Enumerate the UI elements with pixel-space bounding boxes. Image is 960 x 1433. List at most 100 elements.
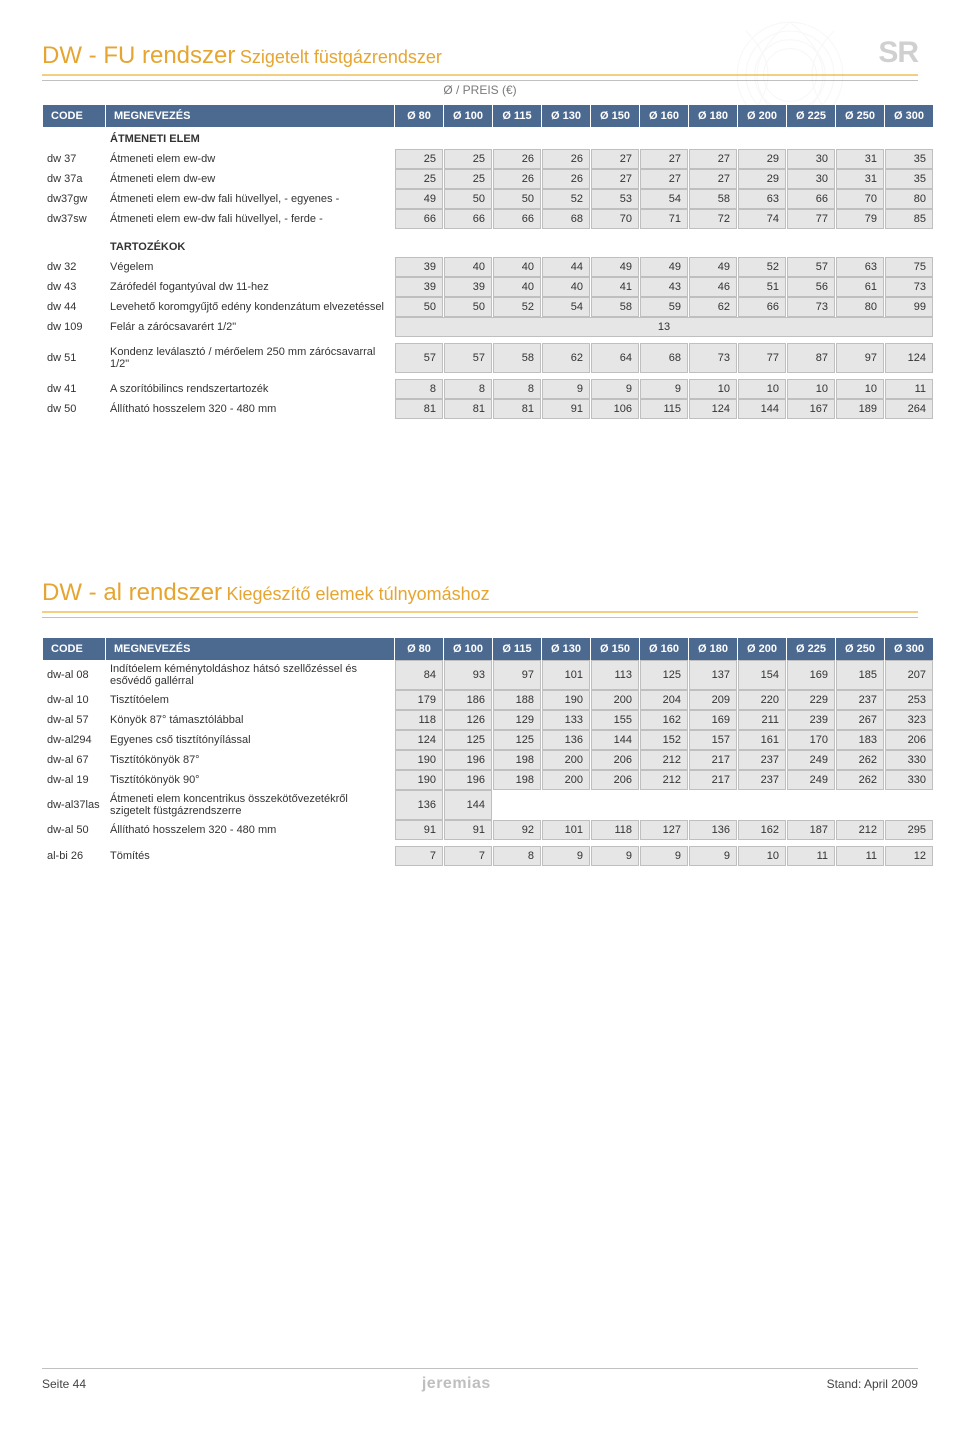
cell-name: Zárófedél fogantyúval dw 11-hez [106,277,394,297]
cell-value: 217 [689,770,737,790]
cell-value: 106 [591,399,639,419]
cell-value: 70 [591,209,639,229]
cell-value: 29 [738,149,786,169]
col-header-diameter: Ø 130 [542,638,590,660]
cell-empty [885,790,933,820]
cell-value: 8 [444,379,492,399]
cell-value: 10 [738,379,786,399]
col-header-diameter: Ø 150 [591,638,639,660]
cell-value: 97 [493,660,541,690]
cell-value: 185 [836,660,884,690]
cell-value: 31 [836,149,884,169]
col-header-diameter: Ø 250 [836,638,884,660]
cell-value: 253 [885,690,933,710]
cell-value: 27 [689,169,737,189]
cell-value: 27 [640,149,688,169]
section2-title-block: DW - al rendszer Kiegészítő elemek túlny… [42,579,918,607]
cell-value: 237 [738,770,786,790]
table-row: dw-al 19Tisztítókönyök 90°19019619820020… [43,770,933,790]
cell-value: 87 [787,343,835,373]
cell-value: 25 [395,169,443,189]
cell-value: 267 [836,710,884,730]
group-heading: TARTOZÉKOK [106,235,933,257]
cell-value: 162 [640,710,688,730]
cell-value: 101 [542,660,590,690]
cell-value: 12 [885,846,933,866]
cell-value: 30 [787,169,835,189]
cell-value: 27 [689,149,737,169]
cell-value: 68 [640,343,688,373]
cell-value: 186 [444,690,492,710]
table-row: dw-al 10Tisztítóelem17918618819020020420… [43,690,933,710]
table-row: dw-al 67Tisztítókönyök 87°19019619820020… [43,750,933,770]
cell-value: 30 [787,149,835,169]
cell-value: 39 [444,277,492,297]
cell-code: dw 37 [43,149,105,169]
cell-value: 91 [444,820,492,840]
cell-value: 41 [591,277,639,297]
section1-table-body: ÁTMENETI ELEMdw 37Átmeneti elem ew-dw252… [43,127,933,419]
cell-value: 9 [640,846,688,866]
cell-code: dw-al 67 [43,750,105,770]
cell-value: 212 [640,770,688,790]
cell-value: 70 [836,189,884,209]
cell-value: 27 [591,169,639,189]
cell-value: 51 [738,277,786,297]
cell-value: 262 [836,750,884,770]
cell-value: 58 [493,343,541,373]
col-header-diameter: Ø 200 [738,638,786,660]
cell-name: Állítható hosszelem 320 - 480 mm [106,399,394,419]
cell-value: 31 [836,169,884,189]
cell-name: A szorítóbilincs rendszertartozék [106,379,394,399]
cell-value: 26 [542,169,590,189]
table-row: dw 37Átmeneti elem ew-dw2525262627272729… [43,149,933,169]
cell-name: Átmeneti elem dw-ew [106,169,394,189]
cell-value: 330 [885,750,933,770]
cell-value: 99 [885,297,933,317]
cell-name: Levehető koromgyűjtő edény kondenzátum e… [106,297,394,317]
cell-value: 262 [836,770,884,790]
col-header-diameter: Ø 160 [640,638,688,660]
cell-empty [591,790,639,820]
cell-value: 56 [787,277,835,297]
cell-value: 73 [689,343,737,373]
cell-value: 144 [444,790,492,820]
cell-value: 81 [395,399,443,419]
cell-value: 26 [542,149,590,169]
cell-name: Egyenes cső tisztítónyílással [106,730,394,750]
cell-value: 237 [738,750,786,770]
table-row: dw 50Állítható hosszelem 320 - 480 mm818… [43,399,933,419]
cell-name: Felár a zárócsavarért 1/2" [106,317,394,337]
cell-value: 9 [640,379,688,399]
cell-value: 9 [689,846,737,866]
cell-value: 188 [493,690,541,710]
cell-value: 10 [787,379,835,399]
cell-empty [738,790,786,820]
table-row: dw-al 50Állítható hosszelem 320 - 480 mm… [43,820,933,840]
cell-code: dw 44 [43,297,105,317]
cell-name: Végelem [106,257,394,277]
cell-value: 50 [395,297,443,317]
cell-value: 64 [591,343,639,373]
col-header-diameter: Ø 80 [395,638,443,660]
cell-value: 46 [689,277,737,297]
cell-value: 66 [493,209,541,229]
cell-name: Indítóelem kéménytoldáshoz hátsó szellőz… [106,660,394,690]
group-heading: ÁTMENETI ELEM [106,127,933,149]
cell-value: 50 [493,189,541,209]
table-row: dw-al 08Indítóelem kéménytoldáshoz hátsó… [43,660,933,690]
cell-code: dw-al 57 [43,710,105,730]
cell-value: 154 [738,660,786,690]
cell-code: dw 50 [43,399,105,419]
cell-value: 44 [542,257,590,277]
cell-empty [542,790,590,820]
cell-value: 169 [689,710,737,730]
table-row: dw 109Felár a zárócsavarért 1/2"13 [43,317,933,337]
cell-value: 115 [640,399,688,419]
cell-value: 62 [542,343,590,373]
cell-value: 206 [591,770,639,790]
cell-value: 190 [542,690,590,710]
section2-table: CODEMEGNEVEZÉSØ 80Ø 100Ø 115Ø 130Ø 150Ø … [42,638,934,866]
cell-code: dw-al 10 [43,690,105,710]
section1-title-block: DW - FU rendszer Szigetelt füstgázrendsz… [42,36,918,70]
